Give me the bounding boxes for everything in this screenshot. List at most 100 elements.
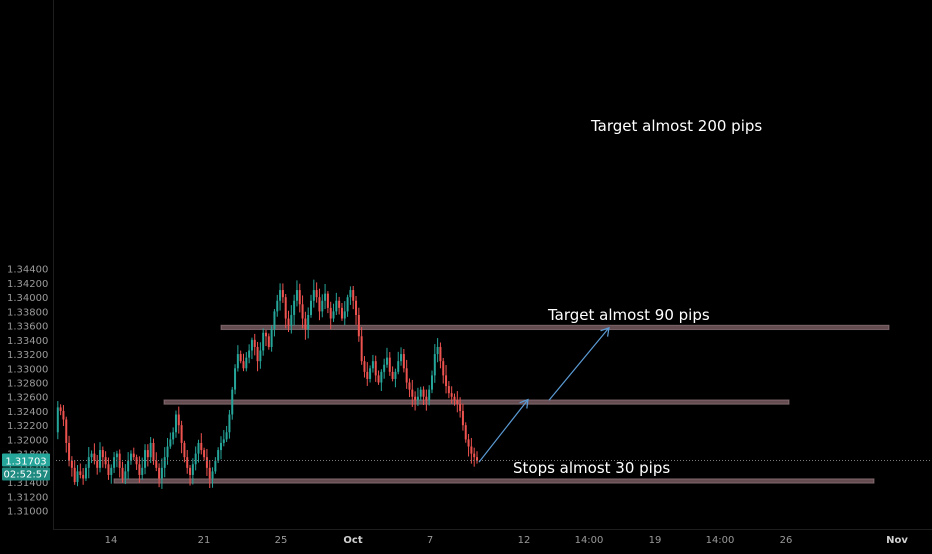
candle-body (408, 382, 411, 390)
time-tick-label: 19 (649, 535, 662, 546)
candle-body (456, 400, 459, 404)
candle-body (225, 432, 228, 440)
candle-body (152, 442, 155, 461)
candle-body (256, 346, 259, 362)
candle-body (439, 346, 442, 362)
stops-30-label: Stops almost 30 pips (513, 459, 670, 477)
candle-body (208, 467, 211, 479)
candle-body (411, 389, 414, 397)
candle-body (416, 396, 419, 401)
candle-body (217, 450, 220, 461)
price-tick-label: 1.34000 (7, 293, 48, 304)
price-tick-label: 1.31400 (7, 478, 48, 489)
lower-zone (113, 478, 875, 484)
price-tick-label: 1.33200 (7, 350, 48, 361)
candle-body (307, 314, 310, 330)
arrow-head-2 (600, 326, 610, 337)
candle-body (321, 300, 324, 312)
candle-body (326, 293, 329, 308)
candle-body (338, 300, 341, 308)
candle-body (450, 393, 453, 397)
candle-body (219, 442, 222, 451)
candle-body (84, 467, 87, 479)
candle-body (214, 460, 217, 472)
time-tick-label: 21 (198, 535, 211, 546)
candle-body (281, 290, 284, 298)
price-tick-label: 1.31200 (7, 492, 48, 503)
candle-body (315, 290, 318, 298)
candle-body (113, 457, 116, 468)
candle-body (340, 307, 343, 319)
candle-body (371, 361, 374, 369)
candle-body (228, 414, 231, 433)
candle-body (397, 361, 400, 372)
candle-body (363, 361, 366, 372)
candle-body (400, 354, 403, 362)
candle-body (166, 446, 169, 458)
price-tick-label: 1.32000 (7, 435, 48, 446)
time-tick-label: 14:00 (706, 535, 735, 546)
time-tick-label: 12 (518, 535, 531, 546)
candle-body (180, 425, 183, 443)
candle-body (419, 389, 422, 397)
candle-body (250, 339, 253, 351)
candle-body (422, 389, 425, 397)
candle-body (169, 439, 172, 447)
candle-body (189, 467, 192, 475)
candle-body (146, 450, 149, 458)
candle-body (177, 414, 180, 426)
candle-body (93, 453, 96, 461)
candle-body (352, 290, 355, 301)
time-tick-label: 25 (275, 535, 288, 546)
time-tick-label: 26 (780, 535, 793, 546)
candle-body (290, 314, 293, 326)
annotation-layer: Target almost 200 pips Target almost 90 p… (513, 117, 762, 477)
candle-body (101, 450, 104, 458)
candle-body (96, 460, 99, 468)
candle-body (276, 300, 279, 312)
candle-body (301, 304, 304, 319)
price-tick-label: 1.34400 (7, 265, 48, 276)
candle-body (138, 464, 141, 475)
candle-body (442, 361, 445, 376)
candle-body (110, 467, 113, 475)
price-tick-label: 1.32800 (7, 379, 48, 390)
arrow-layer (478, 326, 610, 463)
candle-body (141, 467, 144, 475)
candle-body (56, 407, 59, 433)
candle-body (76, 471, 79, 483)
price-tick-label: 1.33400 (7, 336, 48, 347)
candle-body (194, 453, 197, 465)
time-tick-label: 7 (427, 535, 433, 546)
candle-body (447, 386, 450, 394)
arrow-leg-2 (548, 327, 610, 401)
candle-body (239, 354, 242, 362)
candle-body (293, 300, 296, 315)
time-tick-label: 14 (105, 535, 118, 546)
candle-body (236, 354, 239, 369)
candle-body (203, 450, 206, 458)
current-price-label: 1.31703 (5, 457, 46, 468)
candle-body (87, 457, 90, 468)
candle-body (160, 467, 163, 479)
candle-body (107, 464, 110, 475)
candle-body (298, 290, 301, 305)
candle-body (425, 396, 428, 401)
time-axis-divider (53, 529, 932, 530)
candle-body (200, 442, 203, 451)
candle-body (335, 300, 338, 312)
candle-body (284, 297, 287, 319)
candle-body (461, 410, 464, 426)
candle-body (59, 407, 62, 411)
candle-body (346, 297, 349, 312)
price-tick-label: 1.33000 (7, 364, 48, 375)
candle-body (129, 453, 132, 461)
target-90-label: Target almost 90 pips (547, 306, 710, 324)
price-tick-label: 1.32200 (7, 421, 48, 432)
candle-body (245, 357, 248, 369)
candle-body (385, 357, 388, 365)
price-tick-label: 1.33600 (7, 322, 48, 333)
candle-body (436, 346, 439, 355)
